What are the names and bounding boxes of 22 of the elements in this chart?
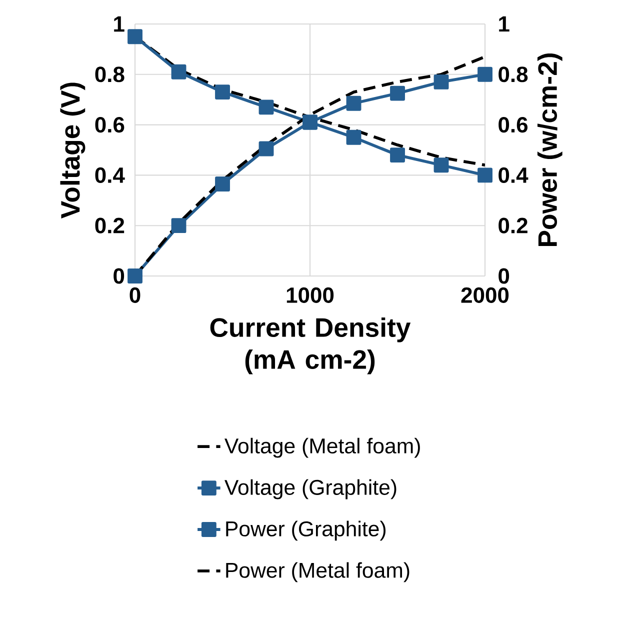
legend-label: Power (Graphite) xyxy=(226,520,386,541)
legend-label: Power (Metal foam) xyxy=(226,562,410,582)
y2-tick-label: 0.6 xyxy=(498,117,528,133)
y-tick-label: 0.8 xyxy=(95,66,124,82)
y-tick-label: 0.2 xyxy=(95,218,124,234)
y-axis-title: Voltage (V) xyxy=(60,82,86,218)
y2-tick-label: 0 xyxy=(498,268,510,284)
y2-axis-title: Power (w/cm-2) xyxy=(537,54,562,246)
y2-tick-label: 0.8 xyxy=(498,66,528,82)
x-axis-title: Current Density (mA cm-2) xyxy=(210,317,411,374)
x-tick-label: 2000 xyxy=(461,287,509,303)
y-tick-label: 0.6 xyxy=(95,117,124,133)
legend-label: Voltage (Metal foam) xyxy=(224,438,420,458)
y2-tick-label: 0.2 xyxy=(498,218,528,234)
y-tick-label: 0 xyxy=(114,268,124,284)
x-tick-label: 1000 xyxy=(286,287,334,303)
legend-label: Voltage (Graphite) xyxy=(224,479,396,500)
y-tick-label: 0.4 xyxy=(95,167,125,183)
y2-tick-label: 0.4 xyxy=(498,167,528,183)
y-tick-label: 1 xyxy=(114,16,124,32)
y2-tick-label: 1 xyxy=(499,16,510,32)
x-tick-label: 0 xyxy=(130,287,140,303)
